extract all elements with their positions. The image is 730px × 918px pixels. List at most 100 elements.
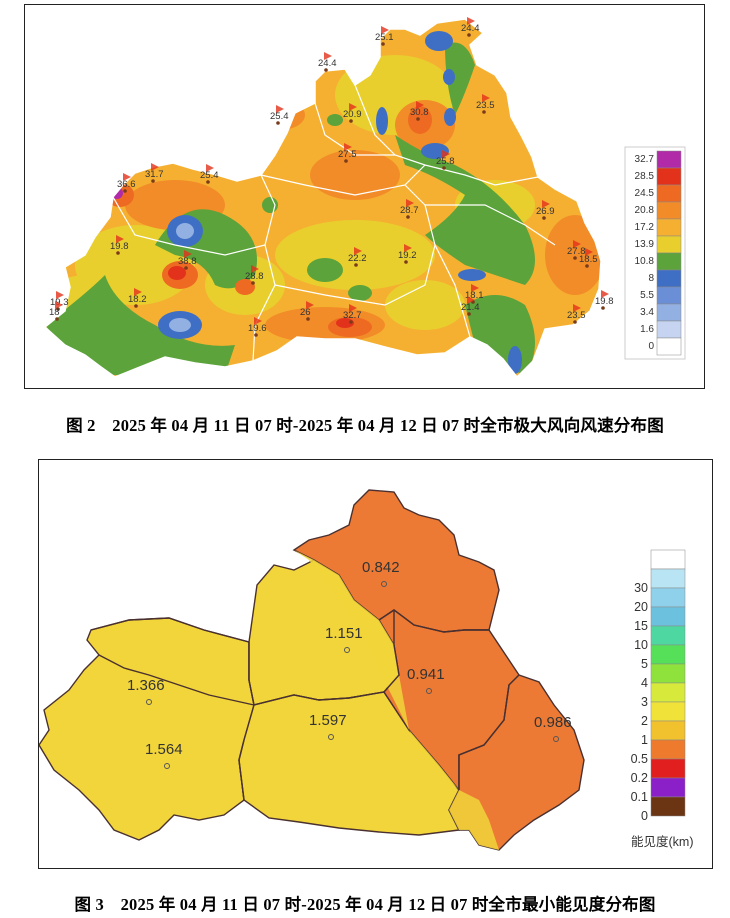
county-borders <box>90 609 510 801</box>
legend-label: 8 <box>648 273 654 284</box>
legend-label: 20.8 <box>635 205 655 216</box>
legend-label: 1.6 <box>640 324 654 335</box>
legend-swatch <box>656 235 682 254</box>
wind-flag-icon <box>276 105 284 113</box>
wind-flag-icon <box>56 291 64 299</box>
station: 22.2 <box>348 247 367 267</box>
station-value: 25.8 <box>436 156 455 167</box>
station-dot <box>406 215 410 219</box>
wind-flag-icon <box>601 290 609 298</box>
station-dot <box>542 216 546 220</box>
station: 32.7 <box>343 304 362 324</box>
station-labels: 24.4 25.1 24.4 23.5 20.9 30.8 25.4 27.5 25.8 36.6… <box>49 17 614 337</box>
figure-3-caption: 图 3 2025 年 04 月 11 日 07 时-2025 年 04 月 12… <box>74 895 656 914</box>
station-value: 18 <box>49 307 60 318</box>
station-dot <box>585 264 589 268</box>
wind-speed-legend: 32.7 28.5 24.5 20.8 17.2 13.9 10.8 8 5.5 3.4 1.6 0 <box>624 146 686 360</box>
station-value: 19.8 <box>595 296 614 307</box>
legend-label: 0.2 <box>631 771 648 785</box>
legend-label: 30 <box>634 581 648 595</box>
wind-flag-icon <box>381 26 389 34</box>
legend-label: 28.5 <box>635 171 655 182</box>
station-value: 24.4 <box>318 58 337 69</box>
wind-flag-icon <box>184 250 192 258</box>
station-dot <box>467 33 471 37</box>
station: 36.6 <box>117 173 136 193</box>
station-value: 19.2 <box>398 250 417 261</box>
station-value: 26 <box>300 307 311 318</box>
visibility-legend: 30 20 15 10 5 4 3 2 1 0.5 0.2 0.1 0 能见度(km) <box>631 549 694 849</box>
legend-label: 3.4 <box>640 307 654 318</box>
station: 19.8 <box>595 290 614 310</box>
station-dot <box>349 119 353 123</box>
visibility-value: 0.842 <box>362 559 400 576</box>
visibility-station: 1.564 <box>145 741 183 769</box>
station: 18.5 <box>579 248 598 268</box>
legend-swatch <box>650 739 686 760</box>
wind-flag-icon <box>482 94 490 102</box>
station: 28.8 <box>245 265 264 285</box>
legend-swatch <box>650 644 686 665</box>
station: 19.8 <box>110 235 129 255</box>
station-value: 23.5 <box>476 100 495 111</box>
station: 26 <box>300 301 314 321</box>
station-dot <box>151 179 155 183</box>
station-value: 19.3 <box>50 297 69 308</box>
wind-flag-icon <box>404 244 412 252</box>
legend-label: 4 <box>641 676 648 690</box>
visibility-value: 1.366 <box>127 677 165 694</box>
station-marker <box>426 688 432 694</box>
station-dot <box>601 306 605 310</box>
legend-swatch <box>656 337 682 356</box>
legend-swatch <box>656 320 682 339</box>
station-dot <box>381 42 385 46</box>
station-dot <box>276 121 280 125</box>
wind-flag-icon <box>542 200 550 208</box>
visibility-transition-zone <box>294 550 499 850</box>
legend-swatch <box>650 549 686 570</box>
station-marker <box>381 581 387 587</box>
wind-speed-map-panel: 24.4 25.1 24.4 23.5 20.9 30.8 25.4 27.5 25.8 36.6… <box>24 4 705 389</box>
station-dot <box>404 260 408 264</box>
station: 25.4 <box>270 105 289 125</box>
station-value: 26.9 <box>536 206 555 217</box>
station-dot <box>573 320 577 324</box>
wind-flag-icon <box>467 296 475 304</box>
region-southwest <box>39 617 255 841</box>
station-dot <box>134 304 138 308</box>
station: 18.2 <box>128 288 147 308</box>
wind-field <box>45 19 601 377</box>
legend-label: 0.5 <box>631 752 648 766</box>
legend-label: 5.5 <box>640 290 654 301</box>
legend-label: 0.1 <box>631 790 648 804</box>
wind-speed-map: 24.4 25.1 24.4 23.5 20.9 30.8 25.4 27.5 25.8 36.6… <box>43 17 686 379</box>
station: 31.7 <box>145 163 164 183</box>
legend-swatch <box>650 682 686 703</box>
station-dot <box>306 317 310 321</box>
legend-swatch <box>656 167 682 186</box>
station: 25.1 <box>375 26 394 46</box>
wind-flag-icon <box>206 164 214 172</box>
wind-flag-icon <box>416 101 424 109</box>
wind-flag-icon <box>471 284 479 292</box>
station-dot <box>254 333 258 337</box>
station-dot <box>251 281 255 285</box>
legend-swatch <box>650 606 686 627</box>
legend-label: 3 <box>641 695 648 709</box>
county-boundaries <box>112 84 556 362</box>
station: 28.7 <box>400 199 419 219</box>
legend-label: 1 <box>641 733 648 747</box>
station-dot <box>55 317 59 321</box>
wind-flag-icon <box>573 240 581 248</box>
station-dot <box>116 251 120 255</box>
station-value: 19.6 <box>248 323 267 334</box>
visibility-value-labels: 0.842 1.151 1.366 0.941 1.597 0.986 1.564 <box>127 559 572 769</box>
wind-flag-icon <box>349 304 357 312</box>
wind-flag-icon <box>349 103 357 111</box>
legend-swatch <box>656 218 682 237</box>
legend-title: 能见度(km) <box>631 834 694 849</box>
station-value: 18.1 <box>465 290 484 301</box>
station: 19.2 <box>398 244 417 264</box>
legend-label: 20 <box>634 600 648 614</box>
